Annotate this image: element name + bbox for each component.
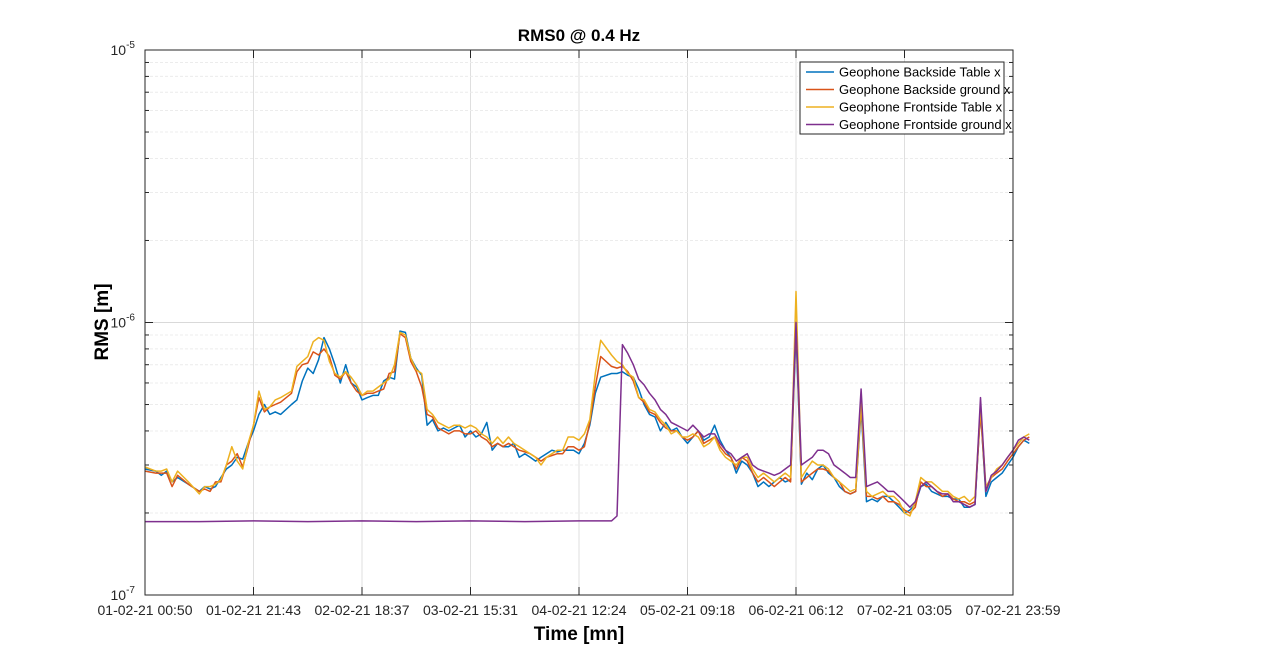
ticks: 01-02-21 00:50 01-02-21 21:43 02-02-21 18:… <box>98 40 1061 618</box>
legend-label: Geophone Backside Table x <box>839 65 1001 80</box>
x-tick-label: 05-02-21 09:18 <box>640 602 735 618</box>
x-tick-label: 07-02-21 23:59 <box>966 602 1061 618</box>
series-line-1 <box>144 330 1030 514</box>
x-tick-label: 06-02-21 06:12 <box>749 602 844 618</box>
series-line-3 <box>144 290 1030 517</box>
series-line-2 <box>144 321 1030 514</box>
legend-label: Geophone Frontside Table x <box>839 100 1003 115</box>
legend-label: Geophone Backside ground x <box>839 82 1011 97</box>
x-tick-label: 01-02-21 00:50 <box>98 602 193 618</box>
x-tick-label: 04-02-21 12:24 <box>532 602 627 618</box>
legend-box <box>799 61 1005 135</box>
legend-label: Geophone Frontside ground x <box>839 117 1012 132</box>
series-line-4 <box>145 321 1030 523</box>
y-tick-label: 10-6 <box>111 313 136 331</box>
x-tick-label: 07-02-21 03:05 <box>857 602 952 618</box>
y-tick-label: 10-7 <box>111 585 136 603</box>
series-layer <box>144 290 1030 523</box>
x-tick-label: 02-02-21 18:37 <box>315 602 410 618</box>
x-axis-label: Time [mn] <box>534 624 624 645</box>
y-tick-label: 10-5 <box>111 40 136 58</box>
chart-title: RMS0 @ 0.4 Hz <box>518 26 640 45</box>
x-tick-label: 03-02-21 15:31 <box>423 602 518 618</box>
legend: Geophone Backside Table x Geophone Backsi… <box>799 61 1012 135</box>
x-tick-label: 01-02-21 21:43 <box>206 602 301 618</box>
y-axis-label: RMS [m] <box>92 283 113 360</box>
